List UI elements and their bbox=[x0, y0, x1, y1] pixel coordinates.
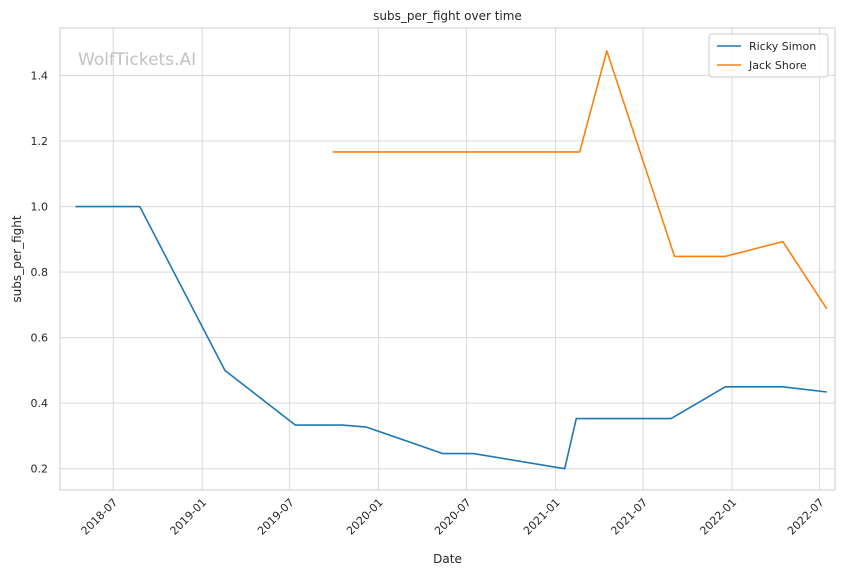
watermark: WolfTickets.AI bbox=[78, 50, 196, 70]
y-tick-label: 0.8 bbox=[31, 266, 49, 279]
y-tick-label: 0.6 bbox=[31, 332, 49, 345]
legend-box bbox=[708, 33, 829, 78]
y-tick-label: 1.4 bbox=[31, 70, 49, 83]
legend-label-ricky-simon: Ricky Simon bbox=[749, 40, 816, 53]
series-line-ricky-simon bbox=[75, 205, 827, 470]
chart-title: subs_per_fight over time bbox=[373, 9, 522, 23]
grid bbox=[60, 28, 835, 490]
series bbox=[75, 50, 828, 470]
y-axis-label: subs_per_fight bbox=[10, 215, 24, 302]
y-tick-label: 0.2 bbox=[31, 463, 49, 476]
legend: Ricky Simon Jack Shore bbox=[708, 33, 829, 78]
y-tick-label: 1.2 bbox=[31, 135, 49, 148]
plot-frame bbox=[59, 27, 836, 491]
series-line-jack-shore bbox=[332, 50, 828, 310]
x-axis-label: Date bbox=[433, 552, 462, 566]
y-tick-label: 0.4 bbox=[31, 397, 49, 410]
y-tick-label: 1.0 bbox=[31, 201, 49, 214]
legend-label-jack-shore: Jack Shore bbox=[748, 59, 807, 72]
